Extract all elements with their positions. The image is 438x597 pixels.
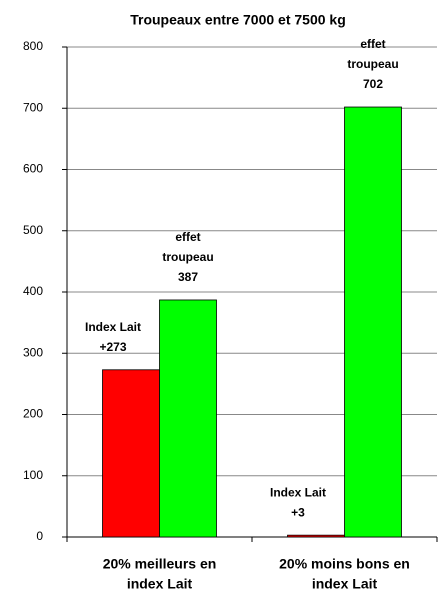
data-label: +273 [99, 340, 126, 354]
bar [287, 534, 345, 538]
bar [102, 369, 160, 538]
x-tick-label: index Lait [312, 576, 378, 592]
data-label: effet [360, 37, 385, 51]
data-label: troupeau [347, 57, 398, 71]
x-tick-label: 20% meilleurs en [103, 556, 217, 572]
y-tick-label: 600 [23, 162, 43, 176]
y-tick-label: 500 [23, 223, 43, 237]
data-label: Index Lait [85, 320, 141, 334]
bar [159, 299, 217, 538]
data-label: effet [175, 230, 200, 244]
y-tick-label: 400 [23, 284, 43, 298]
y-tick-label: 200 [23, 407, 43, 421]
y-tick-label: 700 [23, 100, 43, 114]
y-tick-label: 100 [23, 468, 43, 482]
data-label: troupeau [162, 250, 213, 264]
chart-title: Troupeaux entre 7000 et 7500 kg [130, 12, 346, 28]
bar [344, 106, 402, 538]
data-label: 387 [178, 270, 198, 284]
y-tick-label: 0 [36, 529, 43, 543]
y-tick-label: 300 [23, 345, 43, 359]
x-tick-label: 20% moins bons en [279, 556, 410, 572]
data-label: +3 [291, 505, 305, 519]
x-tick-label: index Lait [127, 576, 193, 592]
data-label: 702 [363, 77, 383, 91]
y-tick-label: 800 [23, 39, 43, 53]
data-label: Index Lait [270, 485, 326, 499]
